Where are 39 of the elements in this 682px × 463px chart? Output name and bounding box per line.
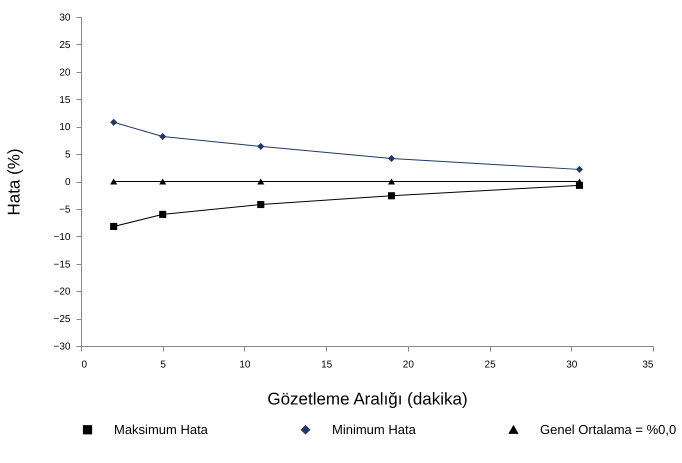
- x-tick-label: 10: [239, 360, 251, 370]
- legend-label: Minimum Hata: [332, 422, 417, 437]
- point: [257, 200, 264, 208]
- x-tick-label: 0: [82, 360, 88, 370]
- point: [576, 166, 583, 173]
- x-tick-label: 5: [160, 360, 166, 370]
- y-tick-label: 0: [64, 177, 71, 188]
- y-tick-label: −20: [54, 286, 71, 298]
- y-tick-label: 30: [59, 12, 71, 24]
- x-tick-label: 35: [642, 360, 654, 370]
- point: [257, 178, 264, 185]
- y-tick-label: 10: [59, 122, 71, 134]
- point: [110, 222, 118, 230]
- y-tick-label: 20: [59, 67, 71, 78]
- y-tick-label: −25: [54, 314, 71, 326]
- point: [257, 142, 264, 150]
- point: [159, 133, 166, 140]
- y-tick-label: −30: [54, 342, 71, 352]
- y-tick-label: −15: [54, 259, 71, 270]
- point: [159, 210, 166, 218]
- point: [388, 154, 396, 162]
- x-tick-label: 20: [402, 360, 414, 370]
- point: [388, 192, 396, 200]
- y-tick-label: 5: [64, 150, 71, 161]
- x-tick-label: 25: [484, 360, 496, 370]
- point: [388, 178, 396, 185]
- x-tick-label: 15: [321, 360, 333, 370]
- legend-label: Maksimum Hata: [114, 422, 209, 437]
- y-tick-label: −10: [54, 232, 71, 243]
- y-tick-label: 15: [59, 94, 71, 106]
- legend-label: Genel Ortalama = %0,0: [540, 422, 676, 437]
- y-tick-label: −5: [59, 204, 71, 216]
- x-axis-title: Gözetleme Aralığı (dakika): [267, 390, 468, 408]
- x-tick-label: 30: [566, 360, 578, 370]
- point: [110, 118, 118, 126]
- point: [110, 178, 118, 185]
- y-axis-title: Hata (%): [4, 148, 24, 216]
- y-tick-label: 25: [59, 40, 71, 51]
- point: [159, 178, 166, 185]
